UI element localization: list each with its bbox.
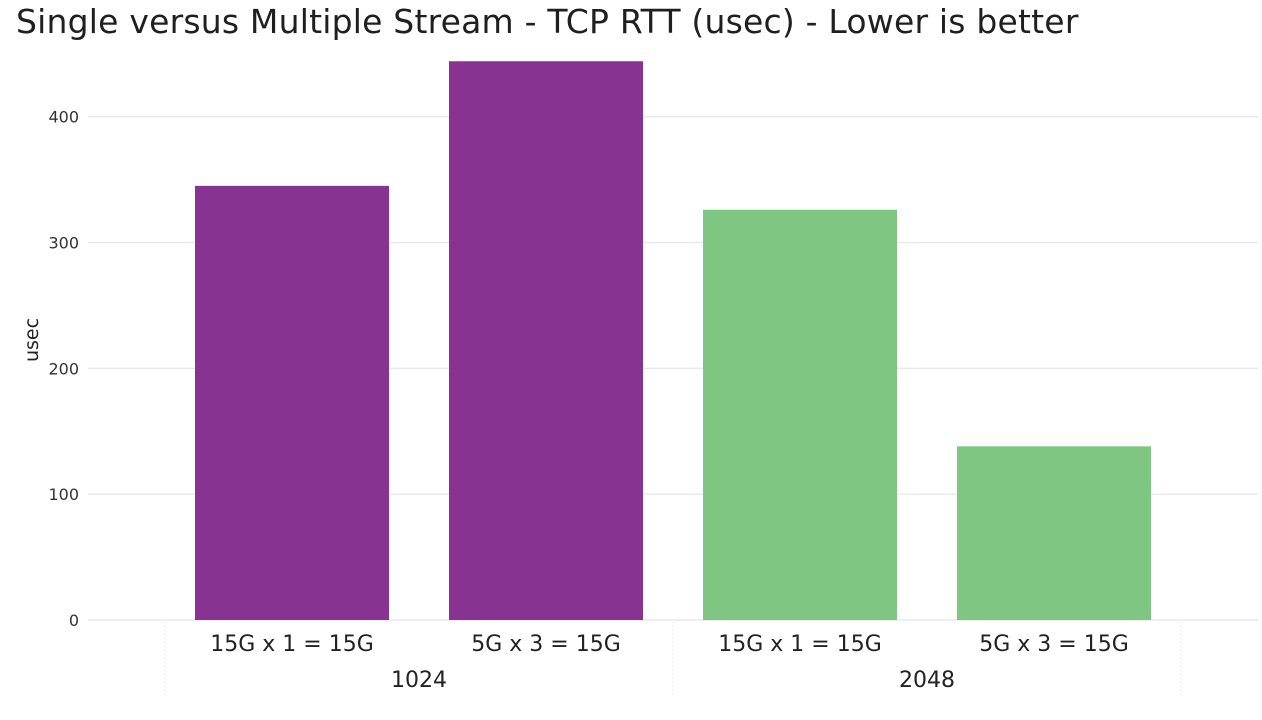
x-group-label: 2048 xyxy=(899,668,955,693)
x-category-label: 15G x 1 = 15G xyxy=(210,632,374,657)
y-tick-label: 300 xyxy=(48,233,79,252)
y-axis-title: usec xyxy=(21,318,43,362)
chart-title: Single versus Multiple Stream - TCP RTT … xyxy=(16,2,1079,41)
y-tick-label: 200 xyxy=(48,359,79,378)
x-category-label: 5G x 3 = 15G xyxy=(979,632,1129,657)
bar xyxy=(195,185,389,620)
y-tick-label: 400 xyxy=(48,108,79,127)
x-category-label: 15G x 1 = 15G xyxy=(718,632,882,657)
bar xyxy=(449,61,643,621)
x-category-label: 5G x 3 = 15G xyxy=(471,632,621,657)
y-tick-label: 100 xyxy=(48,485,79,504)
y-tick-label: 0 xyxy=(69,611,79,630)
bar xyxy=(703,209,897,620)
bar xyxy=(957,446,1151,620)
x-axis-labels: 15G x 1 = 15G 5G x 3 = 15G 1024 15G x 1 = 1… xyxy=(164,622,1182,698)
x-group-label: 1024 xyxy=(391,668,447,693)
y-axis-ticks: 0 100 200 300 400 xyxy=(48,108,79,630)
bars xyxy=(195,61,1151,621)
